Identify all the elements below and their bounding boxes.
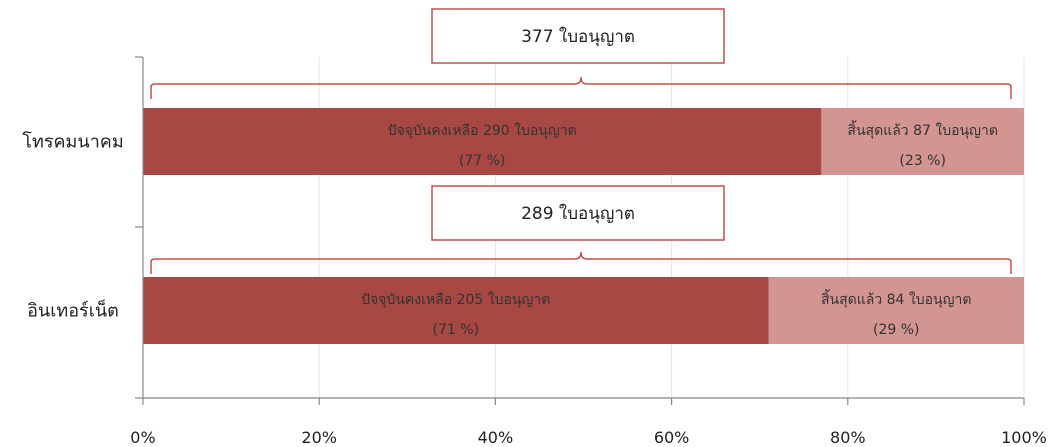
- bar-expired-0: [821, 108, 1024, 175]
- x-tick-label-60: 60%: [654, 428, 690, 447]
- bar-pct-label-expired-0: (23 %): [899, 153, 946, 169]
- bar-label-expired-0: สิ้นสุดแล้ว 87 ใบอนุญาต: [847, 120, 998, 139]
- bar-label-active-0: ปัจจุบันคงเหลือ 290 ใบอนุญาต: [388, 122, 577, 139]
- category-label-1: อินเทอร์เน็ต: [27, 299, 119, 322]
- total-label-1: 289 ใบอนุญาต: [521, 203, 635, 224]
- bar-active-0: [143, 108, 822, 175]
- bar-label-expired-1: สิ้นสุดแล้ว 84 ใบอนุญาต: [821, 289, 972, 308]
- total-brace-0: [150, 76, 1012, 99]
- bar-expired-1: [768, 277, 1024, 344]
- x-tick-label-0: 0%: [130, 428, 155, 447]
- bar-pct-label-active-1: (71 %): [433, 322, 480, 338]
- total-callout-box-0: [431, 8, 725, 64]
- x-tick-label-80: 80%: [830, 428, 866, 447]
- total-label-0: 377 ใบอนุญาต: [521, 26, 635, 47]
- total-callout-box-1: [431, 185, 725, 241]
- x-tick-label-100: 100%: [1001, 428, 1047, 447]
- category-label-0: โทรคมนาคม: [22, 131, 123, 153]
- bars: ปัจจุบันคงเหลือ 290 ใบอนุญาต (77 %) สิ้นสุ…: [143, 108, 1024, 344]
- x-tick-label-40: 40%: [478, 428, 514, 447]
- bar-pct-label-active-0: (77 %): [459, 153, 506, 169]
- bar-label-active-1: ปัจจุบันคงเหลือ 205 ใบอนุญาต: [361, 291, 550, 308]
- x-tick-label-20: 20%: [301, 428, 337, 447]
- total-brace-1: [150, 251, 1012, 274]
- callouts: 377 ใบอนุญาต 289 ใบอนุญาต: [150, 8, 1012, 274]
- bar-active-1: [143, 277, 769, 344]
- bar-pct-label-expired-1: (29 %): [873, 322, 920, 338]
